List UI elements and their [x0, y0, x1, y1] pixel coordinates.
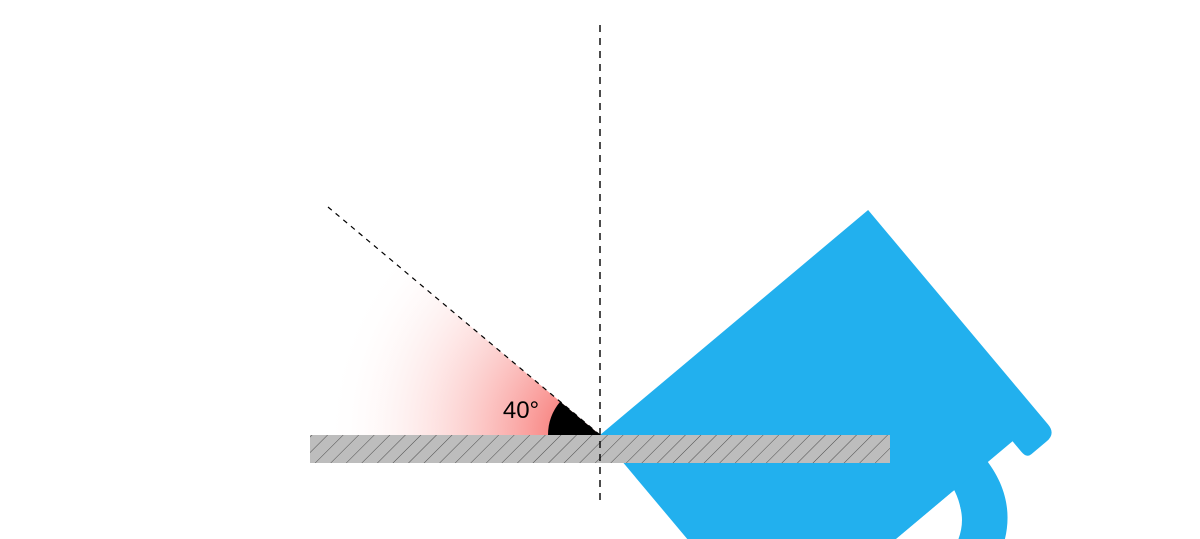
tilted-cup [600, 210, 1103, 539]
angle-label: 40° [503, 397, 539, 424]
tilted-cup-diagram: 40° [0, 0, 1200, 539]
